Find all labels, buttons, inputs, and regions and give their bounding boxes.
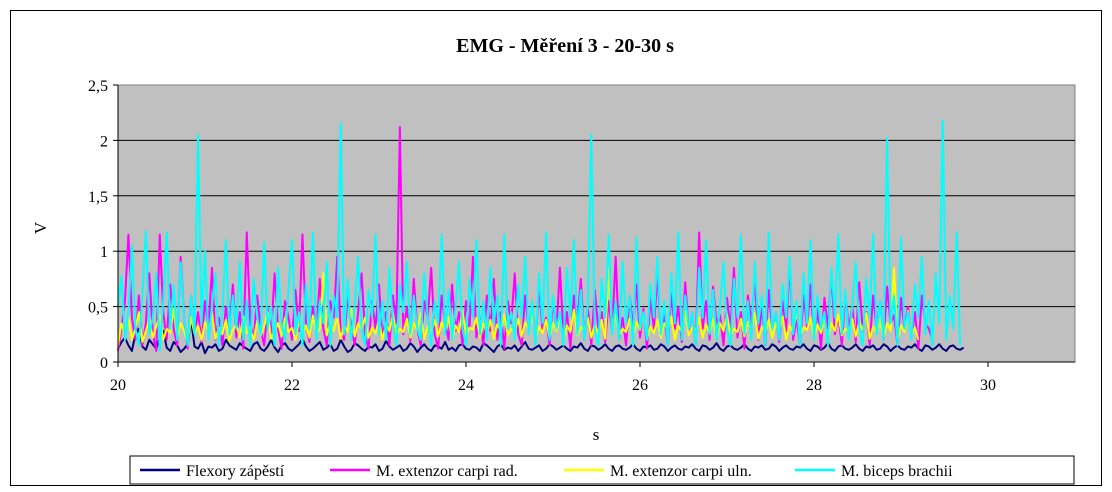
legend-label-2: M. extenzor carpi uln.	[610, 463, 752, 480]
y-tick-label-5: 2,5	[88, 78, 108, 95]
x-tick-label-5: 30	[980, 377, 996, 394]
legend: Flexory zápěstí M. extenzor carpi rad. M. …	[129, 455, 1075, 485]
series-line-0	[117, 318, 965, 355]
series-line-3	[117, 119, 962, 352]
y-axis-title: V	[31, 221, 50, 234]
y-tick-label-2: 1	[100, 244, 108, 261]
x-tick-label-1: 22	[284, 377, 300, 394]
legend-label-1: M. extenzor carpi rad.	[376, 463, 518, 480]
x-ticks: 20 22 24 26 28 30	[110, 362, 996, 394]
chart-title: EMG - Měření 3 - 20-30 s	[456, 35, 674, 57]
legend-label-0: Flexory zápěstí	[186, 463, 285, 480]
axes	[117, 85, 1075, 363]
x-tick-label-2: 24	[458, 377, 474, 394]
y-tick-label-3: 1,5	[88, 189, 108, 206]
y-tick-label-4: 2	[100, 133, 108, 150]
y-tick-label-1: 0,5	[88, 300, 108, 317]
legend-label-3: M. biceps brachii	[841, 463, 953, 480]
series-layer	[117, 119, 965, 355]
x-tick-label-4: 28	[806, 377, 822, 394]
x-axis-title: s	[593, 425, 600, 444]
x-tick-label-3: 26	[632, 377, 648, 394]
x-tick-label-0: 20	[110, 377, 126, 394]
y-tick-label-0: 0	[100, 355, 108, 372]
y-ticks: 0 0,5 1 1,5 2 2,5	[88, 78, 118, 372]
